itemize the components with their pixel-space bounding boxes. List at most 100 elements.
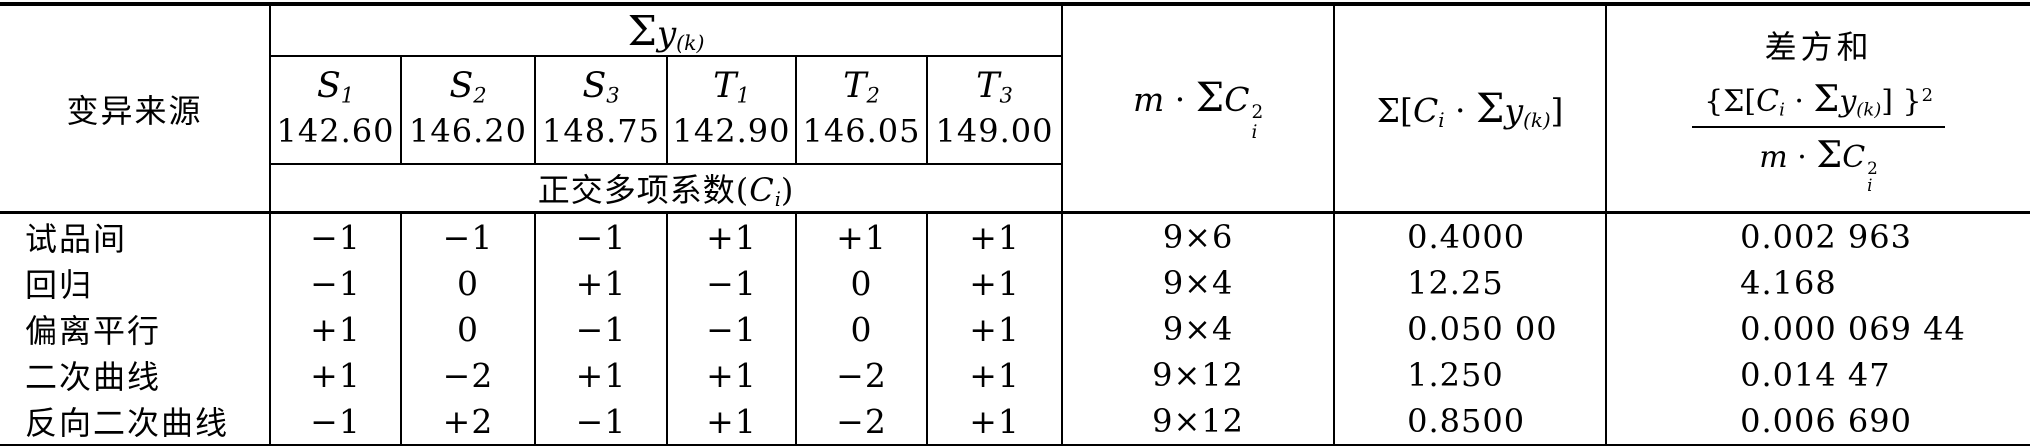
column-header-m-sum-c-squared: m · ΣC 2 i [1061,4,1335,215]
column-header-sum-of-squares: 差方和 {Σ[Ci · Σy(k)] }2 m · ΣC 2 i [1605,4,2031,215]
y-symbol: y [656,14,677,54]
sigma-bracket: Σ[ [1376,90,1413,130]
fraction-numerator: {Σ[Ci · Σy(k)] }2 [1692,77,1946,128]
column-header-t1: T1 142.90 [666,56,796,165]
squared-superscript: 2 [1921,85,1934,107]
fraction-denominator: m · ΣC 2 i [1747,128,1890,195]
group-sum-value: 148.75 [542,112,660,151]
row-label: 回归 [25,266,94,305]
group-symbol: T [843,66,867,107]
dot-operator: · [1784,84,1814,120]
c-subscript: i [1867,175,1873,196]
coefficient-cell: −1 [666,260,796,307]
sum-ci-sum-y-cell: 1.250 [1333,352,1607,399]
sigma-symbol: Σ [1813,77,1840,121]
sum-of-squares-formula-fraction: {Σ[Ci · Σy(k)] }2 m · ΣC 2 i [1692,77,1946,195]
row-label: 二次曲线 [25,358,162,397]
coefficient-cell: +1 [534,352,667,399]
sum-ci-sum-y-cell: 12.25 [1333,260,1607,307]
m-sum-c-squared-cell: 9×12 [1061,352,1335,399]
column-header-s3: S3 148.75 [534,56,667,165]
coefficient-cell: 0 [400,260,535,307]
c-subscript: i [774,187,781,211]
c-subscript: i [1779,99,1785,121]
y-symbol: y [1839,84,1857,120]
orthogonal-coefficient-label: 正交多项系数(Ci) [268,163,1063,215]
coefficient-cell: +1 [795,212,927,261]
table-row-regression: 回归 −1 0 +1 −1 0 +1 9×4 12.25 4.168 [0,260,2031,307]
c-symbol: C [1412,90,1439,130]
coefficient-cell: −1 [269,212,401,261]
coefficient-cell: −1 [666,306,796,353]
c-subscript: i [1438,108,1445,132]
group-sum-value: 149.00 [935,112,1054,151]
y-subscript: (k) [1856,99,1882,121]
coefficient-label-close: ) [780,171,795,210]
sum-of-squares-cell: 0.006 690 [1605,398,2031,446]
group-subscript: 2 [866,83,880,108]
column-header-t3: T3 149.00 [925,56,1063,165]
coefficient-cell: −1 [269,398,401,446]
sum-of-squares-cell: 4.168 [1605,260,2031,307]
coefficient-cell: +1 [666,398,796,446]
c-symbol: C [749,171,775,210]
coefficient-cell: 0 [795,260,927,307]
sum-of-squares-cell: 0.014 47 [1605,352,2031,399]
m-sum-c-squared-cell: 9×4 [1061,260,1335,307]
sum-ci-sum-y-cell: 0.4000 [1333,212,1607,261]
group-subscript: 3 [606,83,620,108]
column-header-sum-ci-sum-y: Σ[Ci · Σy(k)] [1333,4,1607,215]
coefficient-cell: 0 [400,306,535,353]
group-sum-value: 146.05 [802,112,921,151]
table-row-opposed-quadratic-curve: 反向二次曲线 −1 +2 −1 +1 −2 +1 9×12 0.8500 0.0… [0,398,2031,446]
sigma-symbol: Σ [1195,74,1225,121]
c-subscript: i [1251,121,1258,143]
y-subscript: (k) [676,31,705,56]
coefficient-cell: −1 [269,260,401,307]
table-row-quadratic-curve: 二次曲线 +1 −2 +1 +1 −2 +1 9×12 1.250 0.014 … [0,352,2031,399]
coefficient-label-text: 正交多项系数( [537,171,750,210]
sum-of-squares-cell: 0.000 069 44 [1605,306,2031,353]
coefficient-cell: −1 [400,212,535,261]
column-header-t2: T2 146.05 [795,56,927,165]
m-sum-c-squared-cell: 9×4 [1061,306,1335,353]
dot-operator: · [1164,79,1196,119]
c-symbol: C [1842,139,1866,175]
sigma-symbol: Σ [627,6,657,55]
closing-brace: ] } [1881,84,1922,120]
coefficient-cell: +1 [269,306,401,353]
group-symbol: T [713,66,737,107]
y-symbol: y [1504,90,1524,130]
header-row-sum-y: 变异来源 Σy(k) m · ΣC 2 i Σ[Ci · Σy(k)] 差方和 {Σ… [0,4,2031,215]
coefficient-cell: −2 [795,352,927,399]
group-subscript: 1 [340,83,355,108]
coefficient-cell: 0 [795,306,927,353]
coefficient-cell: +1 [925,260,1063,307]
group-subscript: 1 [736,83,750,108]
header-row-dose-groups: S1 142.60 S2 146.20 S3 148.75 T1 142.90 T2 14… [0,56,2030,165]
group-subscript: 3 [999,83,1013,108]
coefficient-cell: −1 [534,306,667,353]
c-symbol: C [1756,84,1780,120]
table-row-between-preparations: 试品间 −1 −1 −1 +1 +1 +1 9×6 0.4000 0.002 9… [0,212,2031,261]
sum-of-squares-title: 差方和 [1764,28,1873,67]
coefficient-cell: +1 [534,260,667,307]
group-symbol: S [582,66,607,107]
c-symbol: C [1224,79,1250,119]
m-sum-c-squared-cell: 9×6 [1061,212,1335,261]
coefficient-cell: +1 [925,306,1063,353]
column-header-sum-y: Σy(k) [268,4,1063,58]
coefficient-cell: +1 [925,212,1063,261]
coefficient-cell: +1 [925,398,1063,446]
coefficient-cell: +2 [400,398,535,446]
column-header-s2: S2 146.20 [400,56,535,165]
closing-bracket: ] [1550,90,1564,130]
group-symbol: S [316,66,341,107]
sum-of-squares-cell: 0.002 963 [1605,212,2031,261]
y-subscript: (k) [1523,108,1551,132]
coefficient-cell: −2 [400,352,535,399]
column-header-variation-source: 变异来源 [0,4,270,215]
sigma-symbol: Σ [1476,85,1505,132]
